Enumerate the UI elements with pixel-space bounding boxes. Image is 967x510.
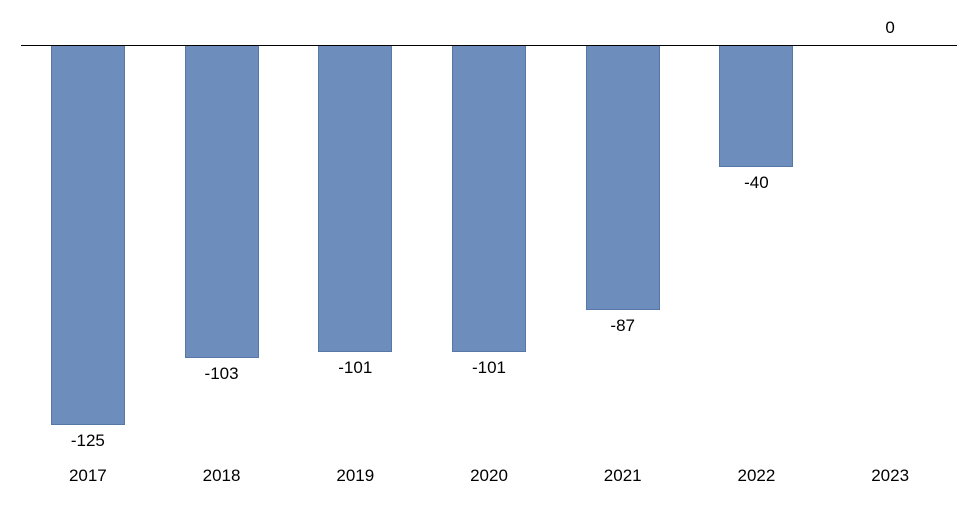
category-label-2022: 2022	[737, 466, 776, 485]
category-label-2018: 2018	[202, 466, 241, 485]
category-label-2021: 2021	[603, 466, 642, 485]
value-label-2019: -101	[338, 358, 373, 378]
value-label-2022: -40	[744, 173, 769, 193]
bar-2017	[50, 46, 125, 425]
value-label-2021: -87	[610, 315, 635, 335]
bar-2018	[184, 46, 259, 359]
bar-2020	[452, 46, 526, 353]
bar-2019	[318, 46, 393, 353]
bar-2021	[585, 46, 660, 310]
category-label-2020: 2020	[470, 466, 508, 485]
value-label-2020: -101	[471, 358, 506, 378]
zero-axis-line	[21, 44, 957, 46]
value-label-2018: -103	[204, 364, 239, 384]
value-label-2017: -125	[70, 431, 105, 450]
bar-2022	[719, 46, 794, 168]
category-label-2023: 2023	[871, 466, 910, 485]
value-label-2023: 0	[885, 18, 895, 37]
category-label-2017: 2017	[68, 466, 107, 485]
category-label-2019: 2019	[336, 466, 375, 485]
